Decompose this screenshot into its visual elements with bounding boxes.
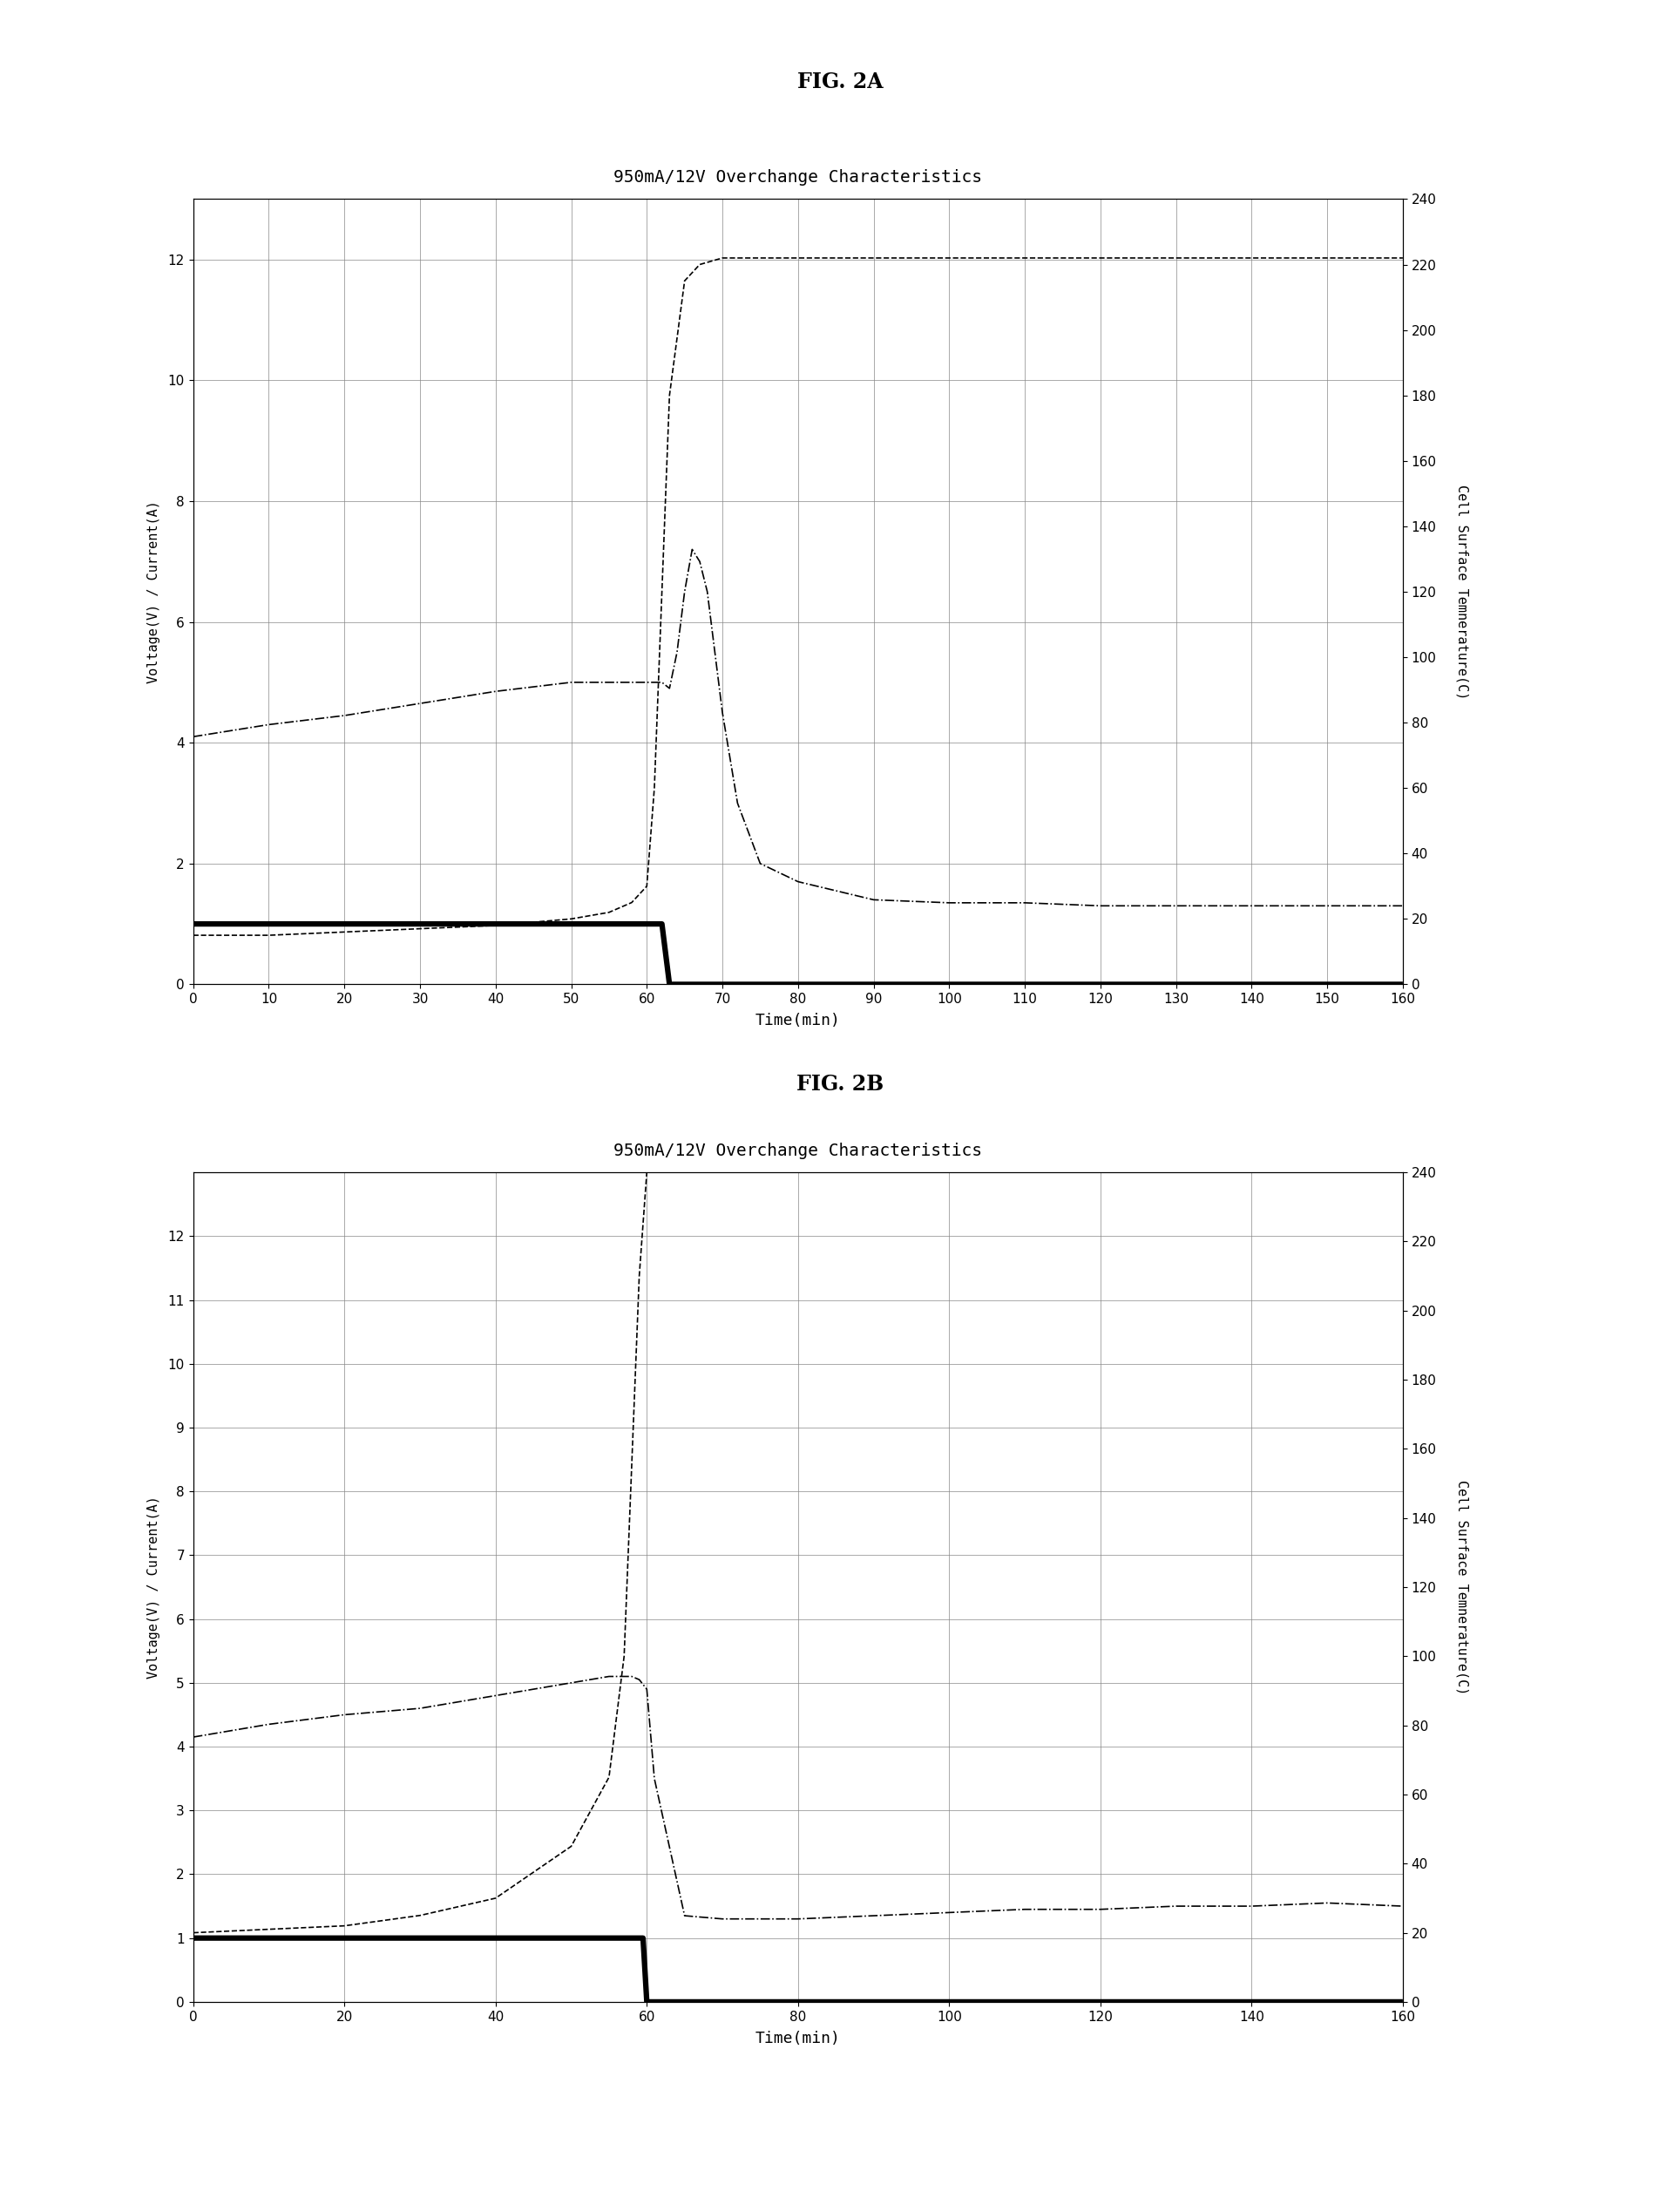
X-axis label: Time(min): Time(min)	[756, 2031, 840, 2046]
X-axis label: Time(min): Time(min)	[756, 1013, 840, 1029]
Y-axis label: Cell Surface Temnerature(C): Cell Surface Temnerature(C)	[1457, 1480, 1468, 1694]
Y-axis label: Cell Surface Temnerature(C): Cell Surface Temnerature(C)	[1457, 484, 1468, 699]
Title: 950mA/12V Overchange Characteristics: 950mA/12V Overchange Characteristics	[613, 1141, 983, 1159]
Title: 950mA/12V Overchange Characteristics: 950mA/12V Overchange Characteristics	[613, 168, 983, 186]
Y-axis label: Voltage(V) / Current(A): Voltage(V) / Current(A)	[148, 500, 161, 684]
Y-axis label: Voltage(V) / Current(A): Voltage(V) / Current(A)	[148, 1495, 161, 1679]
Text: FIG. 2B: FIG. 2B	[796, 1073, 884, 1095]
Text: FIG. 2A: FIG. 2A	[796, 71, 884, 93]
